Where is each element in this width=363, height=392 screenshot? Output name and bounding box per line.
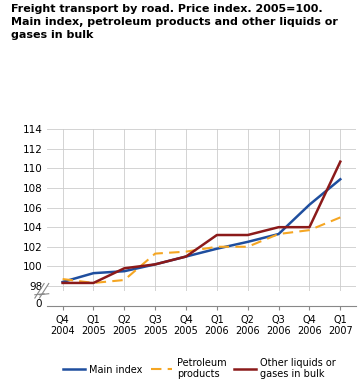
Other liquids or
gases in bulk <box>122 266 127 270</box>
Petroleum
products <box>215 244 219 249</box>
Main index <box>60 279 65 284</box>
Petroleum
products <box>184 249 188 254</box>
Other liquids or
gases in bulk <box>277 225 281 230</box>
Other liquids or
gases in bulk <box>60 281 65 285</box>
Petroleum
products <box>153 251 158 256</box>
Other liquids or
gases in bulk <box>91 281 96 285</box>
Main index <box>122 269 127 274</box>
Main index <box>246 240 250 244</box>
Main index <box>338 177 343 181</box>
Petroleum
products <box>338 215 343 220</box>
Legend: Main index, Petroleum
products, Other liquids or
gases in bulk: Main index, Petroleum products, Other li… <box>59 354 340 383</box>
Petroleum
products <box>122 278 127 282</box>
Petroleum
products <box>307 228 312 232</box>
Line: Petroleum
products: Petroleum products <box>63 218 340 283</box>
Other liquids or
gases in bulk <box>153 262 158 267</box>
Text: Freight transport by road. Price index. 2005=100.
Main index, petroleum products: Freight transport by road. Price index. … <box>11 4 338 40</box>
Other liquids or
gases in bulk <box>246 233 250 238</box>
Petroleum
products <box>246 244 250 249</box>
Other liquids or
gases in bulk <box>184 254 188 259</box>
Other liquids or
gases in bulk <box>307 225 312 230</box>
Main index <box>277 232 281 236</box>
Main index <box>153 262 158 267</box>
Petroleum
products <box>60 277 65 281</box>
Other liquids or
gases in bulk <box>215 233 219 238</box>
Other liquids or
gases in bulk <box>338 159 343 164</box>
Main index <box>91 271 96 276</box>
Main index <box>184 254 188 259</box>
Main index <box>307 202 312 207</box>
Line: Main index: Main index <box>63 179 340 282</box>
Petroleum
products <box>91 281 96 285</box>
Main index <box>215 246 219 251</box>
Petroleum
products <box>277 232 281 236</box>
Line: Other liquids or
gases in bulk: Other liquids or gases in bulk <box>63 162 340 283</box>
